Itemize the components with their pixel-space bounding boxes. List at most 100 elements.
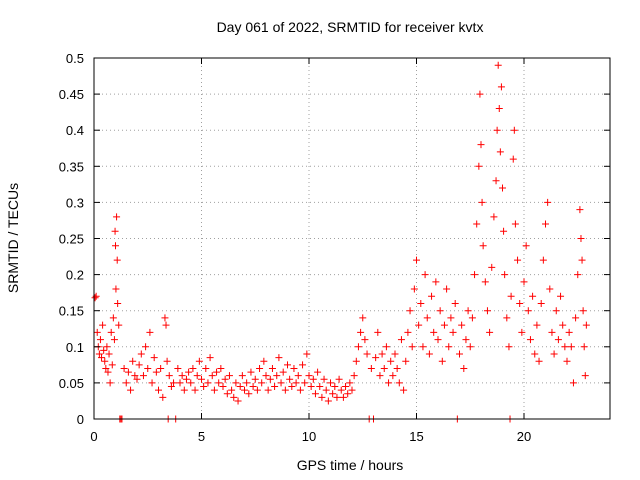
plot-frame	[93, 57, 611, 420]
data-point	[486, 328, 494, 336]
data-point	[425, 350, 433, 358]
data-point	[509, 155, 517, 163]
data-point	[301, 379, 309, 387]
data-point	[526, 336, 534, 344]
chart-title: Day 061 of 2022, SRMTID for receiver kvt…	[217, 19, 484, 35]
data-point	[393, 364, 401, 372]
data-point	[294, 372, 302, 380]
data-point	[303, 350, 311, 358]
data-point	[514, 256, 522, 264]
data-point	[139, 372, 147, 380]
data-point	[307, 383, 315, 391]
data-point	[309, 375, 317, 383]
data-point	[483, 307, 491, 315]
data-point	[339, 393, 347, 401]
data-point	[389, 372, 397, 380]
data-point	[98, 354, 106, 362]
data-point	[494, 61, 502, 69]
data-point	[102, 364, 110, 372]
data-point	[352, 357, 360, 365]
data-point	[322, 386, 330, 394]
y-tick-label: 0.3	[66, 195, 84, 210]
data-point	[350, 372, 358, 380]
data-point	[533, 321, 541, 329]
data-point	[170, 379, 178, 387]
data-point	[129, 357, 137, 365]
data-point	[511, 220, 519, 228]
data-point	[348, 386, 356, 394]
data-point	[462, 336, 470, 344]
data-point	[195, 357, 203, 365]
data-point	[324, 397, 332, 405]
data-point	[436, 307, 444, 315]
data-point	[273, 372, 281, 380]
data-point	[110, 336, 118, 344]
y-tick-label: 0.4	[66, 123, 84, 138]
data-point	[559, 321, 567, 329]
data-point	[402, 357, 410, 365]
data-point	[311, 390, 319, 398]
data-point	[478, 198, 486, 206]
data-point	[500, 227, 508, 235]
data-point	[225, 372, 233, 380]
data-point	[162, 321, 170, 329]
data-point	[264, 386, 272, 394]
data-point	[576, 206, 584, 214]
data-point	[490, 213, 498, 221]
x-tick-labels: 0 5 10 15 20	[90, 429, 531, 444]
data-point	[495, 105, 503, 113]
data-point	[296, 386, 304, 394]
data-point	[380, 364, 388, 372]
data-point	[91, 294, 99, 302]
data-point	[464, 307, 472, 315]
data-point	[93, 328, 101, 336]
data-point	[299, 361, 307, 369]
data-point	[113, 213, 121, 221]
data-point	[277, 379, 285, 387]
data-point	[410, 285, 418, 293]
data-point	[342, 383, 350, 391]
data-point	[567, 343, 575, 351]
data-point	[493, 126, 501, 134]
data-point	[577, 235, 585, 242]
data-point	[475, 162, 483, 170]
data-point	[266, 375, 274, 383]
data-point	[367, 364, 375, 372]
data-point	[432, 278, 440, 286]
data-point	[473, 220, 481, 228]
data-point	[554, 336, 562, 344]
data-point	[106, 379, 114, 387]
data-point	[428, 292, 436, 300]
data-point	[275, 354, 283, 362]
data-point	[163, 357, 171, 365]
data-point	[288, 383, 296, 391]
data-point	[245, 390, 253, 398]
data-point	[581, 372, 589, 380]
data-point	[419, 343, 427, 351]
data-point	[292, 379, 300, 387]
data-point	[552, 307, 560, 315]
data-point	[135, 361, 143, 369]
data-points	[91, 61, 590, 423]
data-point	[344, 390, 352, 398]
data-point	[122, 379, 130, 387]
data-point	[572, 314, 580, 322]
data-point	[421, 271, 429, 279]
data-point	[578, 256, 586, 264]
data-point	[413, 256, 420, 264]
data-point	[155, 386, 162, 394]
data-point	[518, 328, 526, 336]
data-point	[333, 393, 341, 401]
data-point	[382, 343, 390, 351]
data-point	[496, 148, 504, 156]
x-tick-label: 20	[517, 429, 531, 444]
data-point	[167, 383, 175, 391]
data-point	[115, 321, 123, 329]
data-point	[96, 336, 104, 344]
data-point	[510, 126, 518, 134]
data-point	[127, 386, 135, 394]
data-point	[202, 364, 210, 372]
data-point	[503, 314, 511, 322]
data-point	[546, 285, 554, 293]
